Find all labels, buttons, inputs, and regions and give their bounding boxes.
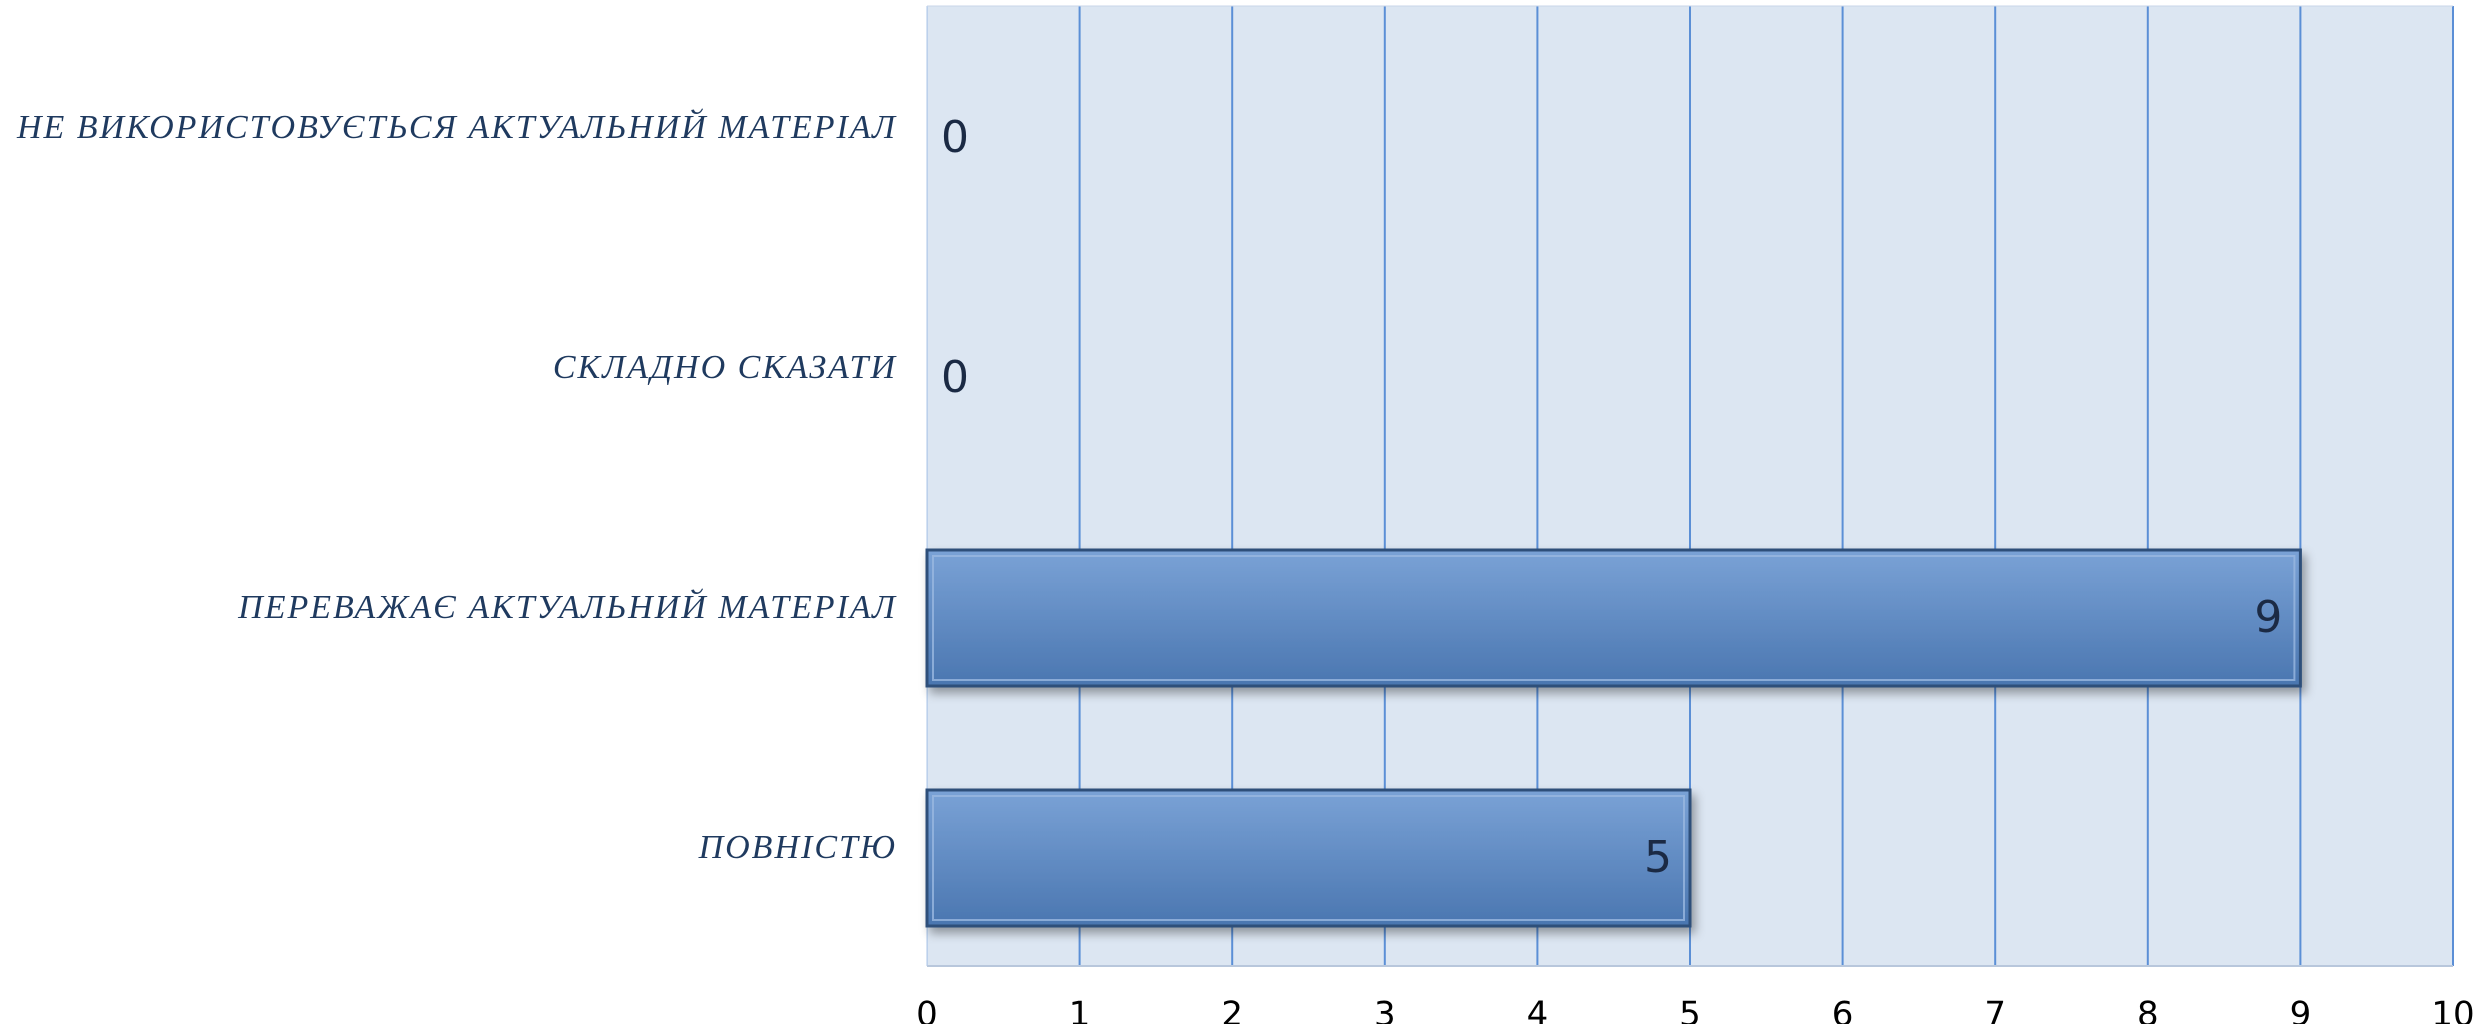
data-labels: 0 0 9 5 <box>941 112 2282 883</box>
data-label: 0 <box>941 352 969 403</box>
x-tick-label: 9 <box>2290 995 2312 1024</box>
x-tick-label: 6 <box>1832 995 1854 1024</box>
gridlines <box>926 5 2454 967</box>
category-label: НЕ ВИКОРИСТОВУЄТЬСЯ АКТУАЛЬНИЙ МАТЕРІАЛ <box>16 108 897 146</box>
data-label: 9 <box>2254 592 2282 643</box>
bar-2 <box>925 548 2302 688</box>
x-tick-label: 8 <box>2137 995 2159 1024</box>
x-tick-label: 7 <box>1984 995 2006 1024</box>
category-label: ПЕРЕВАЖАЄ АКТУАЛЬНИЙ МАТЕРІАЛ <box>237 588 897 626</box>
x-tick-label: 2 <box>1221 995 1243 1024</box>
data-label: 0 <box>941 112 969 163</box>
category-labels: НЕ ВИКОРИСТОВУЄТЬСЯ АКТУАЛЬНИЙ МАТЕРІАЛ С… <box>16 108 898 866</box>
bar-bevel-2 <box>932 555 2296 681</box>
x-tick-label: 10 <box>2431 995 2474 1024</box>
x-tick-label: 3 <box>1374 995 1396 1024</box>
x-tick-label: 4 <box>1527 995 1549 1024</box>
category-label: ПОВНІСТЮ <box>698 829 897 866</box>
data-label: 5 <box>1644 832 1672 883</box>
bar-bevel-3 <box>932 795 1685 921</box>
x-tick-label: 1 <box>1069 995 1091 1024</box>
x-axis-tick-labels: 0 1 2 3 4 5 6 7 8 9 10 <box>916 995 2474 1024</box>
x-tick-label: 5 <box>1679 995 1701 1024</box>
category-label: СКЛАДНО СКАЗАТИ <box>553 349 898 386</box>
bar-3 <box>925 788 1692 928</box>
x-tick-label: 0 <box>916 995 938 1024</box>
bars <box>925 548 2302 928</box>
